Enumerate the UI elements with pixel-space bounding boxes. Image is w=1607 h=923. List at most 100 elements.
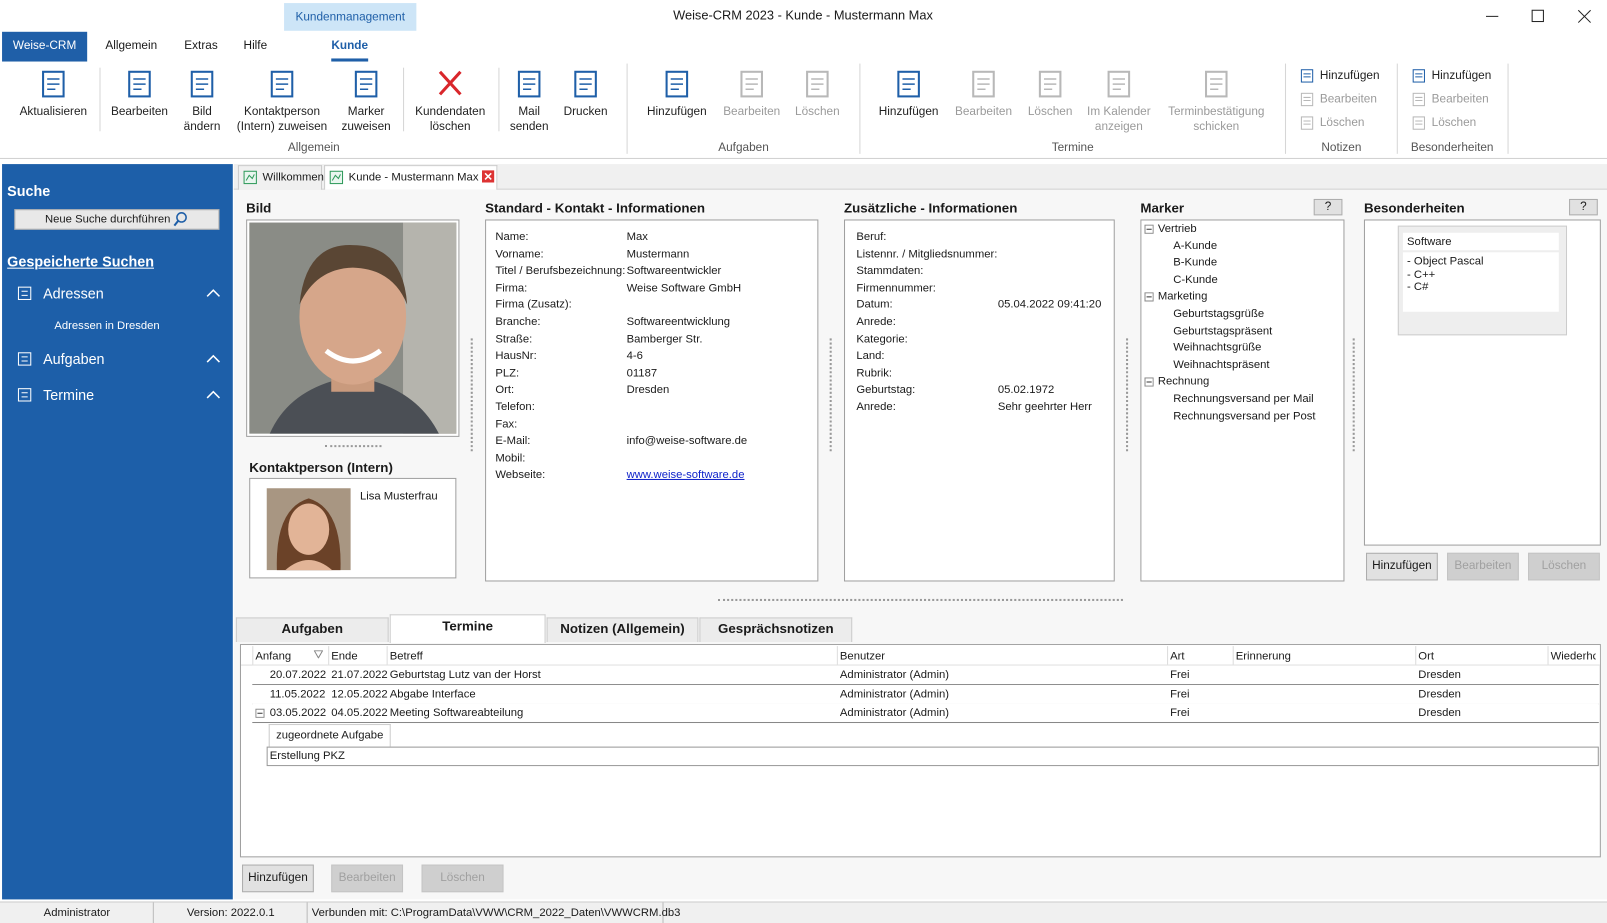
column-header[interactable]: Erinnerung — [1235, 650, 1291, 663]
grid-cell[interactable]: Dresden — [1418, 668, 1461, 681]
ribbon-button[interactable]: Bild ändern — [183, 105, 221, 134]
column-separator — [1415, 646, 1417, 665]
help-button[interactable]: ? — [1313, 198, 1343, 216]
tree-leaf[interactable]: A-Kunde — [1173, 239, 1218, 252]
tree-leaf[interactable]: C-Kunde — [1173, 273, 1218, 286]
separator — [403, 67, 405, 132]
menu-tab[interactable]: Kunde — [331, 39, 369, 53]
column-separator — [1232, 646, 1234, 665]
column-header[interactable]: Wiederhc — [1550, 650, 1596, 663]
bottom-tab[interactable] — [389, 614, 546, 644]
ribbon-button[interactable]: Kontaktperson (Intern) zuweisen — [236, 105, 328, 134]
tree-leaf[interactable]: B-Kunde — [1173, 256, 1218, 269]
grid-cell[interactable]: Dresden — [1418, 687, 1461, 700]
grid-cell[interactable]: 03.05.2022 — [269, 706, 327, 719]
grid-cell[interactable]: Abgabe Interface — [389, 687, 476, 700]
grid-cell[interactable]: Administrator (Admin) — [839, 668, 949, 681]
ribbon-button[interactable]: Marker zuweisen — [341, 105, 391, 134]
ribbon-button-small[interactable]: Hinzufügen — [1431, 69, 1492, 83]
sidebar-group[interactable]: Aufgaben — [43, 350, 105, 368]
button[interactable]: Hinzufügen — [1366, 552, 1438, 581]
grid-cell[interactable]: 21.07.2022 — [331, 668, 388, 681]
grid-cell[interactable]: Frei — [1170, 706, 1190, 719]
grid-row[interactable] — [252, 665, 1599, 686]
ribbon-button[interactable]: Hinzufügen — [878, 105, 939, 118]
tree-leaf[interactable]: Weihnachtsgrüße — [1173, 341, 1262, 355]
field-link[interactable]: www.weise-software.de — [626, 469, 745, 482]
menu-tab[interactable]: Allgemein — [105, 39, 158, 53]
grid-cell[interactable]: 12.05.2022 — [331, 687, 388, 700]
grid-row[interactable] — [252, 684, 1599, 705]
saved-searches-title[interactable]: Gespeicherte Suchen — [7, 253, 155, 270]
app-button[interactable] — [2, 31, 88, 62]
bottom-tab-label[interactable]: Gesprächsnotizen — [718, 620, 834, 636]
column-header[interactable]: Anfang — [255, 650, 292, 663]
column-header[interactable]: Art — [1170, 650, 1185, 663]
help-button[interactable]: ? — [1569, 198, 1598, 216]
grid-cell[interactable]: Meeting Softwareabteilung — [389, 706, 524, 719]
tree-leaf[interactable]: Geburtstagspräsent — [1173, 324, 1273, 337]
grid-row[interactable] — [252, 703, 1599, 724]
splitter — [1126, 338, 1129, 452]
doc-tab-label[interactable]: Kunde - Mustermann Max — [348, 171, 479, 184]
grid-cell[interactable]: Frei — [1170, 668, 1190, 681]
ribbon-button[interactable]: Bearbeiten — [110, 105, 168, 118]
tree-leaf[interactable]: Rechnungsversand per Mail — [1173, 392, 1314, 406]
tree-leaf[interactable]: Weihnachtspräsent — [1173, 358, 1270, 372]
bottom-tab[interactable] — [235, 617, 389, 643]
button[interactable]: Hinzufügen — [242, 864, 314, 893]
grid-cell[interactable]: Administrator (Admin) — [839, 687, 949, 700]
sidebar-group[interactable]: Termine — [43, 386, 95, 404]
tree-expander — [1144, 292, 1154, 302]
column-header[interactable]: Ende — [331, 650, 358, 663]
tree-node[interactable]: Rechnung — [1157, 375, 1210, 389]
search-button[interactable] — [14, 209, 220, 230]
tree-leaf[interactable]: Geburtstagsgrüße — [1173, 307, 1265, 320]
detail-cell[interactable]: Erstellung PKZ — [269, 749, 345, 762]
collapse-chevron — [206, 390, 221, 399]
tree-node[interactable]: Vertrieb — [1157, 222, 1197, 235]
window-controls[interactable] — [1477, 6, 1600, 27]
bottom-tab-label[interactable]: Aufgaben — [281, 620, 344, 636]
ribbon-button[interactable]: Drucken — [563, 105, 608, 118]
context-tab-label[interactable]: Kundenmanagement — [295, 11, 405, 24]
detail-tab[interactable] — [268, 724, 391, 747]
grid-cell[interactable]: Geburtstag Lutz van der Horst — [389, 668, 541, 681]
doc-tab[interactable] — [324, 165, 498, 190]
grid-cell[interactable]: 04.05.2022 — [331, 706, 388, 719]
detail-tab-label[interactable]: zugeordnete Aufgabe — [276, 729, 384, 742]
bottom-tab[interactable] — [699, 617, 853, 643]
app-button-label[interactable]: Weise-CRM — [12, 39, 77, 53]
field-value: 05.04.2022 09:41:20 — [997, 298, 1102, 312]
column-header[interactable]: Benutzer — [839, 650, 886, 663]
search-button-label[interactable]: Neue Suche durchführen — [44, 213, 171, 226]
grid-cell[interactable]: Administrator (Admin) — [839, 706, 949, 719]
detail-row[interactable] — [266, 746, 1599, 767]
panel-title: Marker — [1140, 199, 1185, 216]
ribbon-icon-small — [1412, 116, 1425, 130]
grid-cell[interactable]: 20.07.2022 — [269, 668, 327, 681]
ribbon-button-small[interactable]: Hinzufügen — [1319, 69, 1380, 83]
bottom-tab[interactable] — [546, 617, 699, 643]
sidebar-item[interactable]: Adressen in Dresden — [54, 319, 160, 333]
grid-cell[interactable]: Dresden — [1418, 706, 1461, 719]
grid-cell[interactable]: 11.05.2022 — [269, 687, 326, 700]
tree-leaf[interactable]: Rechnungsversand per Post — [1173, 409, 1316, 423]
sidebar-group[interactable]: Adressen — [43, 285, 104, 302]
doc-tab-label[interactable]: Willkommen — [262, 171, 324, 184]
menu-tab[interactable]: Extras — [184, 39, 218, 53]
menu-tab[interactable]: Hilfe — [243, 39, 268, 53]
tree-node[interactable]: Marketing — [1157, 290, 1208, 303]
ribbon-button[interactable]: Hinzufügen — [647, 105, 707, 118]
column-header[interactable]: Betreff — [389, 650, 423, 663]
bottom-tab-label[interactable]: Termine — [442, 618, 494, 634]
column-header[interactable]: Ort — [1418, 650, 1434, 663]
grid-cell[interactable]: Frei — [1170, 687, 1190, 700]
field-label: Kategorie: — [856, 332, 908, 346]
ribbon-button[interactable]: Mail senden — [509, 105, 549, 134]
context-tab[interactable] — [284, 3, 417, 31]
ribbon-button[interactable]: Kundendaten löschen — [415, 105, 486, 134]
bottom-tab-label[interactable]: Notizen (Allgemein) — [560, 620, 685, 636]
status-cell — [0, 902, 154, 923]
ribbon-button[interactable]: Aktualisieren — [19, 105, 88, 118]
